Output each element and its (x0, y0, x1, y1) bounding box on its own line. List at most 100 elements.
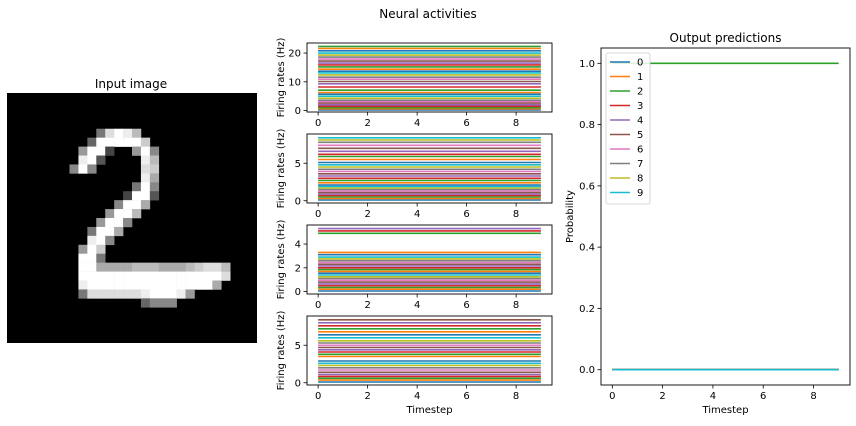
legend-label: 7 (637, 159, 643, 170)
image-pixel (87, 226, 97, 237)
image-pixel (78, 155, 88, 165)
x-tick-label: 6 (760, 391, 766, 402)
image-pixel (96, 244, 106, 255)
axes-frame (306, 315, 553, 386)
x-tick-label: 2 (364, 118, 370, 129)
image-pixel (158, 298, 169, 308)
image-pixel (114, 271, 124, 281)
legend: 0 1 2 3 4 5 6 7 8 9 (605, 52, 651, 205)
image-pixel (69, 164, 79, 174)
image-pixel (132, 182, 142, 192)
y-tick-label: 0.4 (579, 243, 595, 254)
image-pixel (140, 164, 151, 174)
image-pixel (96, 137, 106, 147)
y-axis-label: Probability (565, 190, 576, 243)
y-tick-label: 0.6 (579, 181, 595, 192)
image-pixel (149, 146, 160, 156)
y-tick-label: 10 (288, 77, 301, 88)
image-pixel (140, 289, 151, 299)
image-pixel (140, 182, 151, 192)
image-pixel (105, 289, 115, 299)
image-pixel (114, 218, 124, 228)
image-pixel (78, 244, 88, 255)
image-pixel (114, 128, 124, 138)
y-axis-label: Firing rates (Hz) (276, 128, 287, 208)
x-axis-label: Timestep (701, 405, 748, 416)
image-pixel (194, 271, 204, 281)
image-pixel (176, 289, 186, 299)
image-pixel (149, 173, 160, 183)
image-pixel (132, 280, 142, 290)
image-pixel (105, 218, 115, 228)
image-pixel (132, 137, 142, 147)
image-pixel (96, 262, 106, 272)
chart-layer-2: 0 2 4 6 8 0 5 Firing rates (Hz) (276, 128, 553, 220)
image-pixel (176, 280, 186, 290)
image-pixel (105, 209, 115, 219)
y-axis-label: Firing rates (Hz) (276, 310, 287, 390)
image-pixel (185, 289, 195, 299)
image-pixel (123, 271, 133, 281)
y-axis-label: Firing rates (Hz) (276, 37, 287, 117)
x-tick-label: 4 (414, 300, 420, 311)
image-pixel (149, 289, 160, 299)
image-pixel (140, 191, 151, 201)
legend-label: 6 (637, 145, 643, 156)
x-tick-label: 0 (315, 391, 321, 402)
image-pixel (158, 262, 169, 272)
image-pixel (149, 298, 160, 308)
image-pixel (132, 128, 142, 138)
legend-label: 2 (637, 87, 643, 98)
image-pixel (194, 280, 204, 290)
image-pixel (105, 226, 115, 237)
image-pixel (96, 155, 106, 165)
image-pixel (167, 280, 177, 290)
input-image-title: Input image (95, 77, 167, 91)
image-pixel (123, 191, 133, 201)
image-pixel (140, 280, 151, 290)
image-pixel (96, 235, 106, 246)
image-pixel (123, 262, 133, 272)
image-pixel (167, 298, 177, 308)
x-tick-label: 8 (810, 391, 816, 402)
image-pixel (212, 262, 222, 272)
image-pixel (158, 280, 169, 290)
image-pixel (140, 173, 151, 183)
image-pixel (114, 280, 124, 290)
x-tick-label: 0 (609, 391, 615, 402)
y-tick-label: 2 (295, 263, 301, 274)
image-pixel (140, 137, 151, 147)
image-pixel (185, 280, 195, 290)
image-pixel (132, 271, 142, 281)
x-tick-label: 2 (364, 209, 370, 220)
image-pixel (123, 137, 133, 147)
image-pixel (78, 262, 88, 272)
x-tick-label: 6 (463, 209, 469, 220)
image-pixel (212, 280, 222, 290)
image-pixel (132, 262, 142, 272)
x-tick-label: 0 (315, 209, 321, 220)
x-tick-label: 2 (364, 391, 370, 402)
y-tick-label: 20 (288, 49, 301, 60)
image-pixel (78, 164, 88, 174)
image-pixel (140, 298, 151, 308)
chart-layer-3: 0 2 4 6 8 0 2 4 Firing rates (Hz) (276, 219, 553, 311)
image-pixel (132, 146, 142, 156)
image-pixel (123, 128, 133, 138)
image-pixel (105, 280, 115, 290)
image-pixel (158, 289, 169, 299)
figure-suptitle: Neural activities (379, 7, 477, 21)
image-pixel (194, 262, 204, 272)
legend-label: 3 (637, 101, 643, 112)
image-pixel (132, 289, 142, 299)
image-pixel (149, 155, 160, 165)
image-pixel (149, 262, 160, 272)
image-pixel (149, 271, 160, 281)
image-pixel (123, 209, 133, 219)
x-tick-label: 6 (463, 391, 469, 402)
legend-label: 1 (637, 72, 643, 83)
axes-frame (306, 42, 553, 113)
legend-label: 5 (637, 130, 643, 141)
